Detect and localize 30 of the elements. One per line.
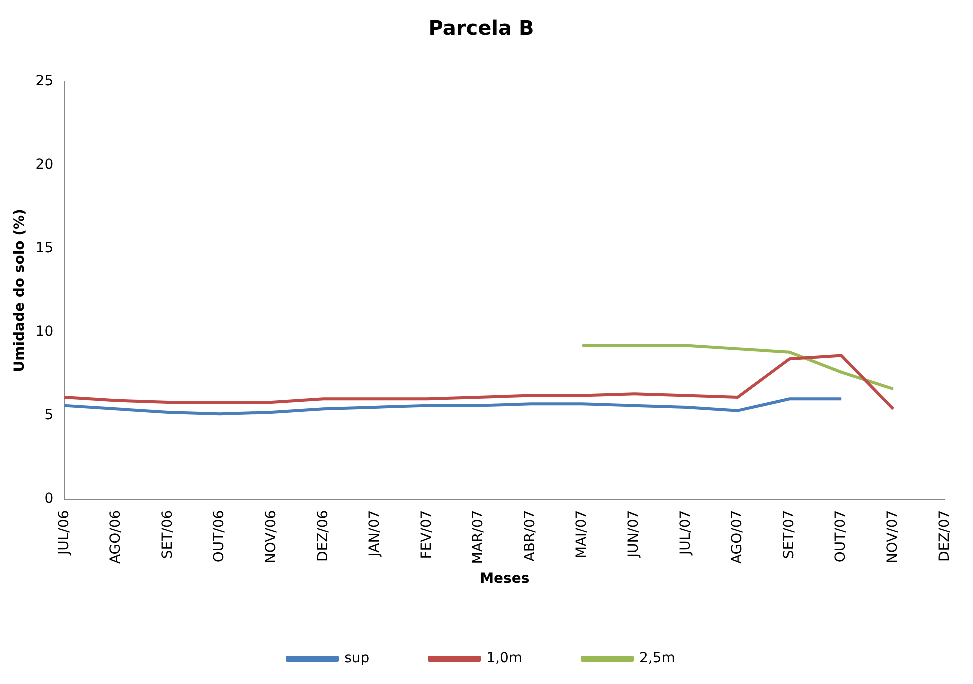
y-tick-label: 20 — [36, 157, 54, 174]
y-tick-label: 25 — [36, 74, 54, 90]
x-tick-label: ABR/07 — [522, 510, 538, 562]
x-tick-label: OUT/06 — [212, 510, 228, 563]
x-tick-label: JUL/06 — [56, 510, 72, 556]
x-tick-label: SET/07 — [781, 510, 798, 560]
legend-label: 2,5m — [640, 650, 676, 667]
x-tick-label: NOV/07 — [885, 510, 902, 564]
legend-label: sup — [344, 650, 370, 667]
x-tick-label: OUT/07 — [833, 510, 850, 563]
legend-label: 1,0m — [486, 650, 523, 667]
x-tick-label: AGO/07 — [730, 510, 746, 564]
x-tick-label: MAR/07 — [470, 510, 487, 564]
x-tick-label: SET/06 — [160, 510, 176, 560]
x-tick-label: JUN/07 — [626, 510, 642, 559]
x-tick-label: NOV/06 — [263, 510, 280, 564]
y-tick-label: 10 — [36, 324, 54, 340]
x-tick-label: FEV/07 — [418, 510, 435, 560]
x-tick-label: AGO/06 — [108, 510, 124, 564]
x-axis-title: Meses — [480, 571, 530, 588]
y-tick-label: 5 — [44, 407, 54, 424]
x-tick-label: DEZ/06 — [315, 510, 332, 562]
y-tick-label: 0 — [44, 490, 54, 507]
y-tick-label: 15 — [36, 240, 54, 257]
x-tick-label: MAI/07 — [574, 510, 590, 559]
x-tick-label: JUL/07 — [678, 510, 694, 556]
chart-title: Parcela B — [428, 16, 534, 40]
y-axis-title: Umidade do solo (%) — [12, 209, 28, 372]
x-tick-label: DEZ/07 — [936, 510, 953, 562]
x-tick-label: JAN/07 — [367, 510, 384, 558]
